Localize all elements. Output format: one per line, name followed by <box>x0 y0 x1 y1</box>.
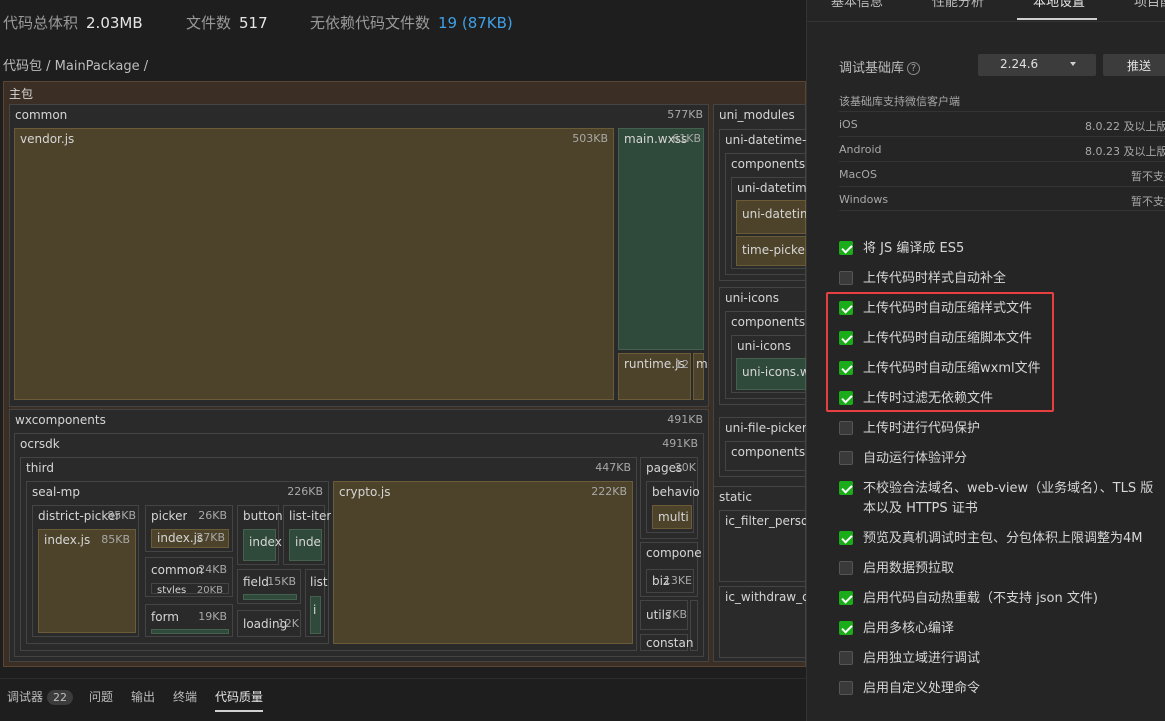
checkbox-checked[interactable] <box>839 621 853 635</box>
details-tabs: 基本信息 性能分析 本地设置 项目配置 <box>807 0 1165 22</box>
treemap-ic-withdraw[interactable]: ic_withdraw_dia <box>719 586 820 658</box>
checkbox-unchecked[interactable] <box>839 651 853 665</box>
treemap-small-bar[interactable] <box>690 600 698 651</box>
push-button[interactable]: 推送 <box>1103 54 1165 76</box>
treemap-constants[interactable]: constan <box>640 634 693 651</box>
treemap-utils[interactable]: utils 7KB <box>640 600 688 630</box>
treemap-list-file[interactable]: i <box>310 596 321 634</box>
checkbox-checked[interactable] <box>839 391 853 405</box>
treemap-uni-icons-wxss[interactable]: uni-icons.wx <box>736 358 817 390</box>
treemap-list-item-index[interactable]: inde <box>289 529 322 561</box>
tab-performance[interactable]: 性能分析 <box>932 0 985 10</box>
support-header: 该基础库支持微信客户端 <box>839 95 960 108</box>
unused-files-stat: 无依赖代码文件数 19 (87KB) <box>310 14 513 32</box>
checkbox-checked[interactable] <box>839 531 853 545</box>
treemap-small-file[interactable]: m <box>693 353 708 400</box>
tab-project-config[interactable]: 项目配置 <box>1134 0 1165 10</box>
treemap-time-picker[interactable]: time-picker. <box>736 236 813 266</box>
tab-output[interactable]: 输出 <box>131 690 156 704</box>
checkbox-unchecked[interactable] <box>839 681 853 695</box>
tab-debugger[interactable]: 调试器 22 <box>7 688 74 705</box>
treemap-biz[interactable]: biz 13KE <box>646 569 694 593</box>
tab-basic-info[interactable]: 基本信息 <box>831 0 884 10</box>
debugger-count-badge: 22 <box>47 690 74 705</box>
debug-lib-label: 调试基础库? <box>839 57 921 76</box>
treemap-runtime-js[interactable]: runtime.js 12 <box>618 353 691 400</box>
tab-code-quality[interactable]: 代码质量 <box>215 688 264 712</box>
treemap-field-file[interactable] <box>243 594 297 600</box>
treemap-form-file[interactable] <box>151 629 229 634</box>
help-icon[interactable]: ? <box>907 62 921 75</box>
details-panel: 基本信息 性能分析 本地设置 项目配置 调试基础库? 2.24.6 推送 该基础… <box>806 0 1165 721</box>
tab-local-settings[interactable]: 本地设置 <box>1033 0 1086 10</box>
unused-files-link[interactable]: 19 (87KB) <box>438 14 513 32</box>
checkbox-unchecked[interactable] <box>839 421 853 435</box>
code-quality-panel: 代码总体积 2.03MB 文件数 517 无依赖代码文件数 19 (87KB) 代码包… <box>0 0 824 721</box>
checkbox-checked[interactable] <box>839 331 853 345</box>
treemap-styles[interactable]: styles 20KB <box>151 583 229 594</box>
bottom-panel-tabs: 调试器 22 问题 输出 终端 代码质量 <box>0 678 806 721</box>
treemap-uni-datetime-file[interactable]: uni-datetim <box>736 200 812 234</box>
checkbox-checked[interactable] <box>839 241 853 255</box>
checkbox-checked[interactable] <box>839 591 853 605</box>
treemap-picker-index-js[interactable]: index.js 27KB <box>151 529 229 548</box>
chevron-down-icon <box>1070 62 1076 66</box>
active-tab-indicator <box>1017 18 1097 20</box>
treemap-button-index[interactable]: index <box>243 529 282 561</box>
support-row: Windows暂不支持 <box>839 186 1165 211</box>
checkbox-unchecked[interactable] <box>839 561 853 575</box>
treemap-district-index-js[interactable]: index.js 85KB <box>38 529 136 633</box>
treemap-ic-filter[interactable]: ic_filter_persona <box>719 510 823 582</box>
support-row: MacOS暂不支持 <box>839 161 1165 186</box>
checkbox-unchecked[interactable] <box>839 271 853 285</box>
treemap-vendor-js[interactable]: vendor.js 503KB <box>14 128 614 400</box>
total-size-stat: 代码总体积 2.03MB <box>3 14 143 32</box>
package-stats: 代码总体积 2.03MB 文件数 517 无依赖代码文件数 19 (87KB) <box>0 0 806 46</box>
checkbox-checked[interactable] <box>839 361 853 375</box>
treemap-multi[interactable]: multi <box>652 505 692 529</box>
tab-terminal[interactable]: 终端 <box>173 690 198 704</box>
treemap-loading[interactable]: loading 12K <box>237 610 301 637</box>
tab-problems[interactable]: 问题 <box>89 690 114 704</box>
debug-lib-version-select[interactable]: 2.24.6 <box>978 54 1096 76</box>
highlight-annotation-box <box>826 292 1054 412</box>
breadcrumb[interactable]: 代码包 / MainPackage / <box>3 59 149 74</box>
checkbox-unchecked[interactable] <box>839 451 853 465</box>
treemap-crypto-js[interactable]: crypto.js 222KB <box>333 481 633 644</box>
file-count-stat: 文件数 517 <box>186 14 268 32</box>
checkbox-checked[interactable] <box>839 301 853 315</box>
treemap-components-3[interactable]: components <box>725 441 806 471</box>
treemap-main-wxss[interactable]: main.wxss 61KB <box>618 128 704 350</box>
checkbox-checked[interactable] <box>839 481 853 495</box>
